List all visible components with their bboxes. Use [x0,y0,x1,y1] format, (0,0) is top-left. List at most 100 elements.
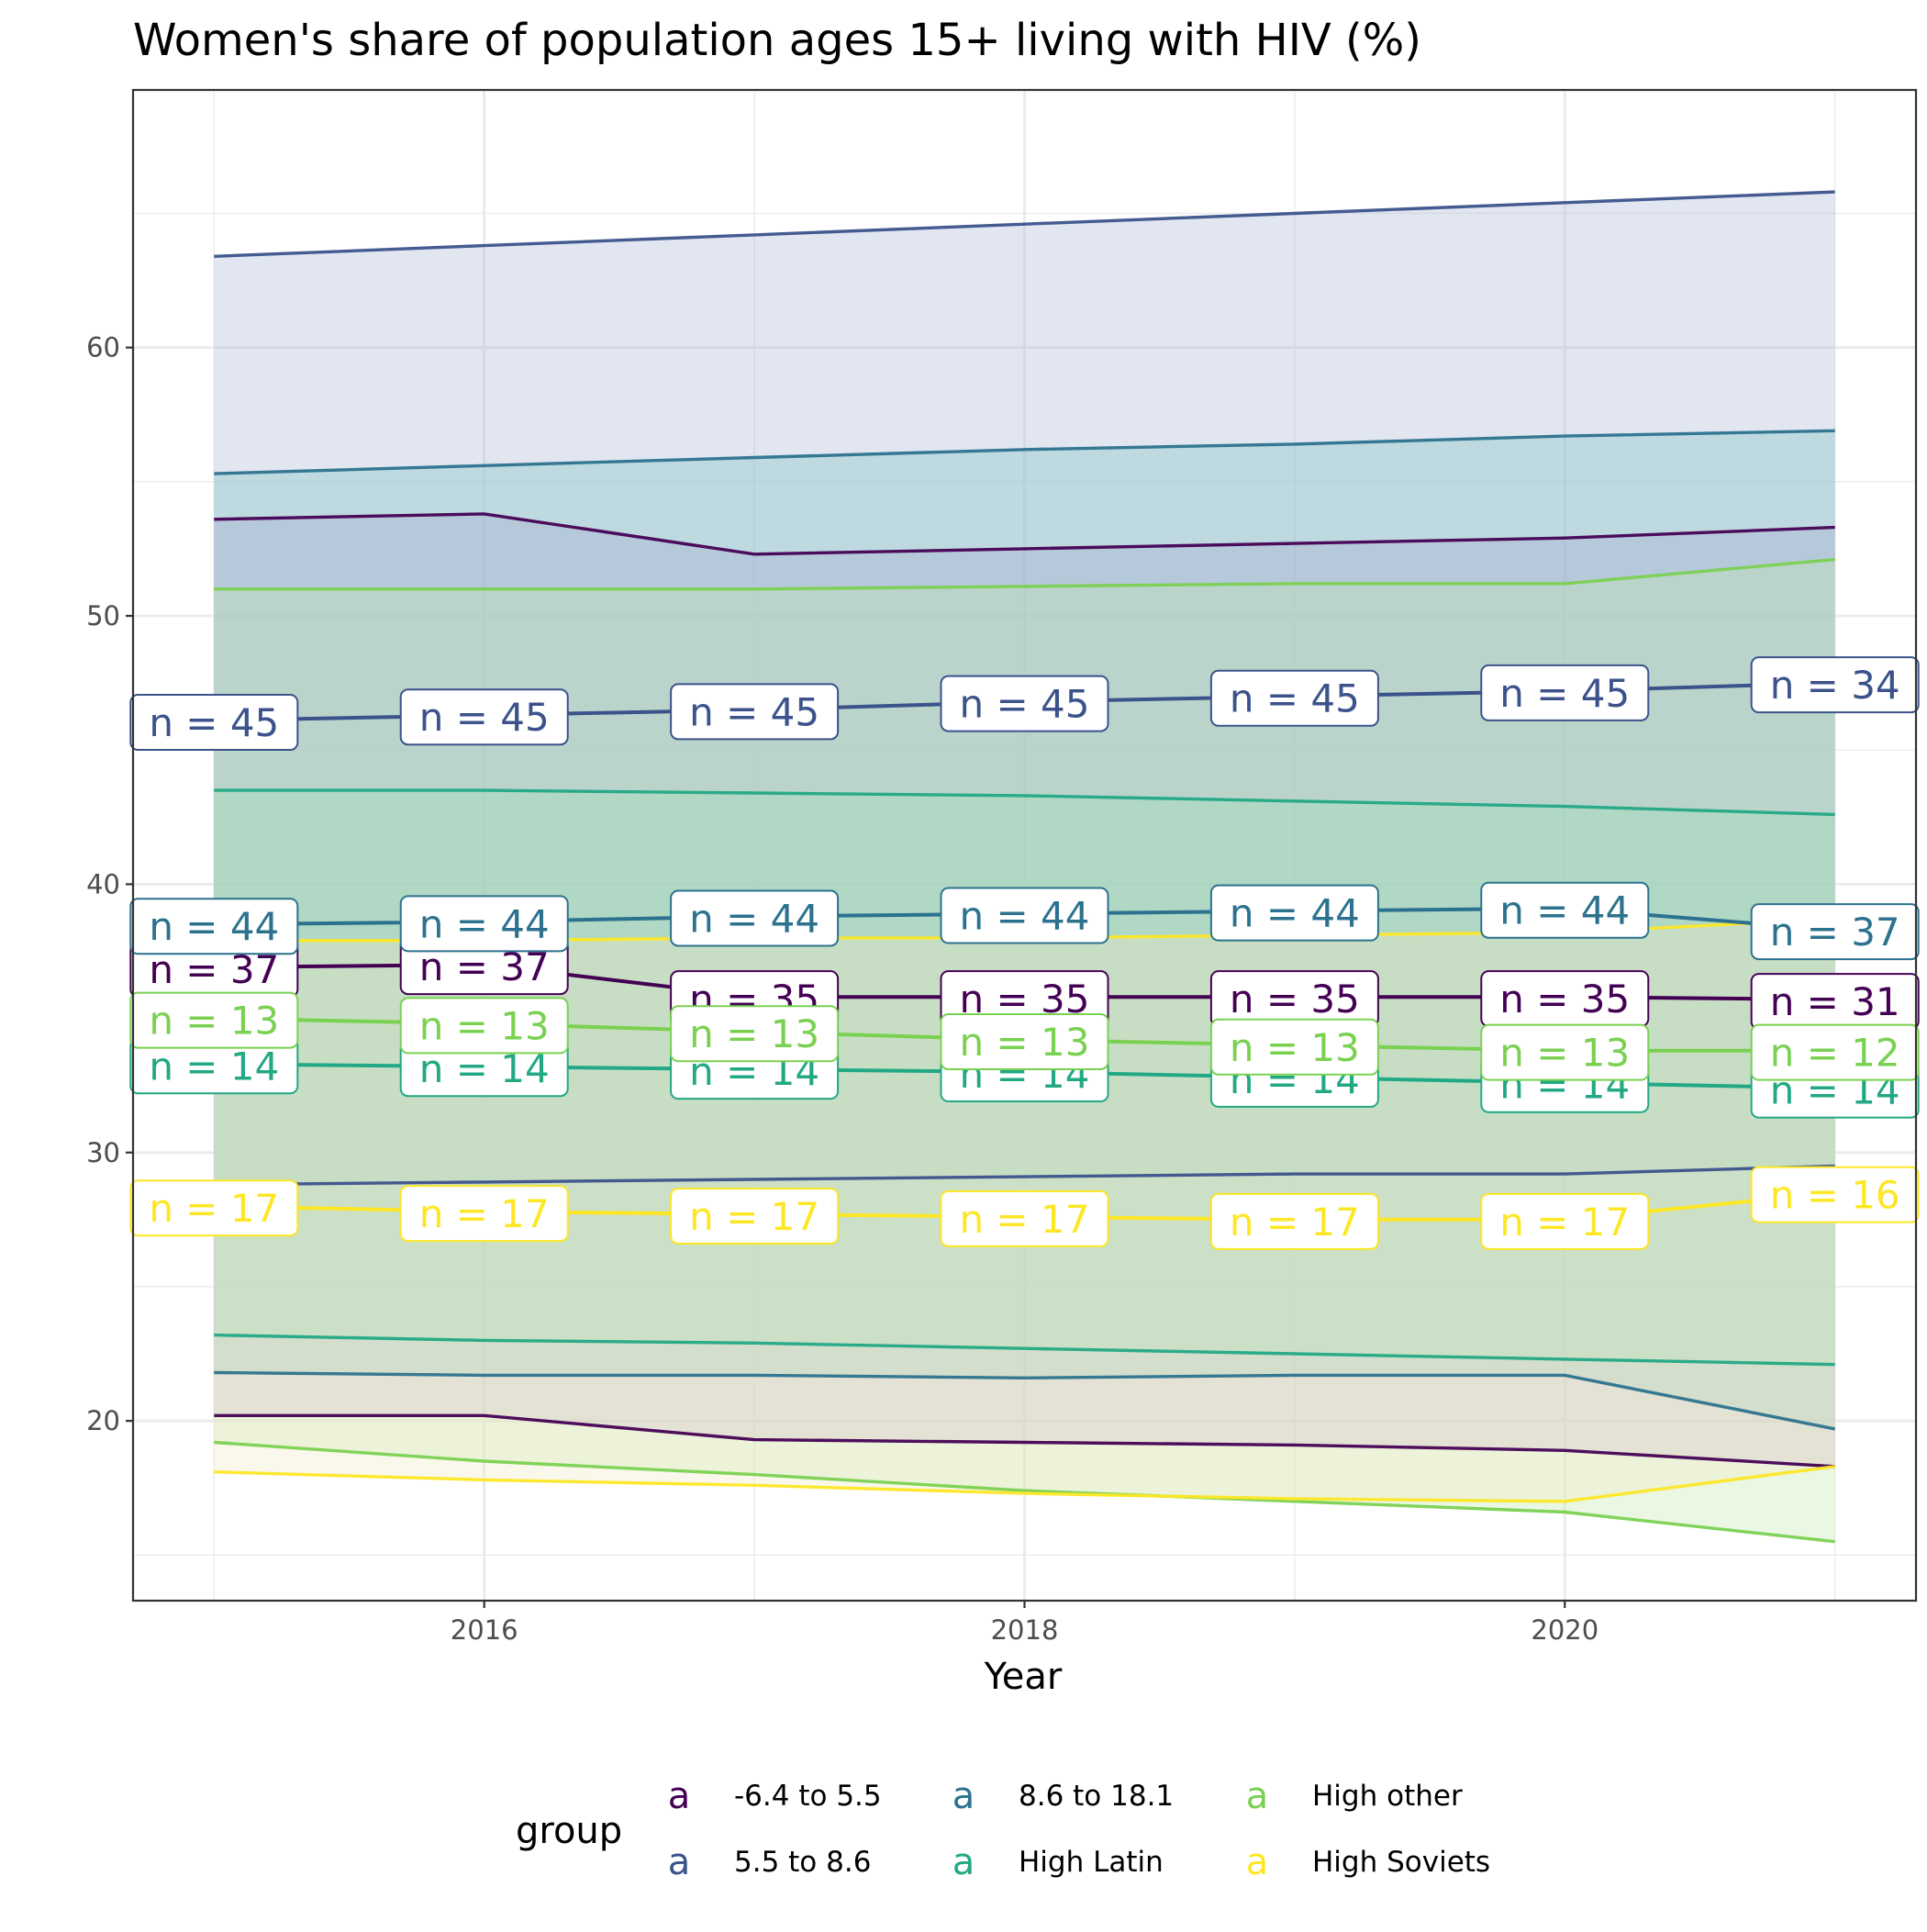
n-label-box [670,1187,840,1245]
legend-key-glyph: a [952,1775,975,1817]
n-label-box [399,895,569,953]
upper-line-5-5-to-8-6 [214,190,1835,258]
n-label-box [1480,1192,1650,1250]
y-tick-label: 60 [86,332,120,363]
x-axis-title: Year [984,1656,1063,1698]
n-label-8-6-to-18-1: n = 44 [149,904,279,949]
n-label-box [129,991,299,1049]
legend-key-glyph: a [1246,1775,1269,1817]
x-tick-label: 2018 [991,1614,1059,1646]
upper-line--6-4-to-5-5 [214,512,1835,556]
n-label-5-5-to-8-6: n = 45 [419,695,550,740]
n-label-5-5-to-8-6: n = 45 [1230,676,1360,721]
n-label--6-4-to-5-5: n = 31 [1770,979,1900,1024]
n-label-8-6-to-18-1: n = 37 [1770,910,1900,955]
legend-label: High Latin [1019,1846,1164,1879]
legend-label: 8.6 to 18.1 [1019,1780,1174,1813]
n-label-box [940,1012,1109,1070]
n-label-box [1209,1018,1379,1076]
legend-key-glyph: a [1246,1841,1269,1883]
legend-key-glyph: a [668,1775,691,1817]
n-label-high-soviets: n = 17 [419,1191,550,1236]
n-label-box [129,694,299,752]
n-label-box [399,997,569,1055]
lower-line-8-6-to-18-1 [214,1370,1836,1431]
n-label-8-6-to-18-1: n = 44 [1499,888,1630,933]
lower-line-5-5-to-8-6 [214,1164,1835,1187]
y-tick-label: 20 [86,1405,120,1436]
upper-line-high-other [214,557,1835,591]
n-label-high-other: n = 12 [1770,1031,1900,1076]
n-label-box [1480,881,1650,939]
legend-label: High Soviets [1312,1846,1490,1879]
n-label-high-other: n = 13 [1499,1031,1630,1076]
n-label-box [129,898,299,955]
legend-key-glyph: a [668,1841,691,1883]
n-label-5-5-to-8-6: n = 45 [689,689,819,734]
n-label-5-5-to-8-6: n = 45 [1499,671,1630,716]
n-label-high-soviets: n = 17 [689,1194,819,1239]
n-label-layer: n = 37 n = 37n = 35 n = 35 n = 35 n = 35 n = … [129,656,1920,1250]
n-label-box [129,1179,299,1237]
n-label-box [670,1005,840,1063]
n-label-box [940,1189,1109,1247]
n-label-box [1480,664,1650,721]
n-label-high-other: n = 13 [419,1003,550,1048]
n-label-box [1480,1023,1650,1081]
n-label-high-latin: n = 14 [149,1044,279,1089]
chart-title: Women's share of population ages 15+ liv… [133,15,1421,66]
legend-key-glyph: a [952,1841,975,1883]
axes: 20 30 40 50 60 2016 2018 2020 [86,88,1918,1646]
lower-line-high-other [214,1440,1835,1544]
n-label-high-other: n = 13 [1230,1025,1360,1070]
n-label--6-4-to-5-5: n = 35 [1499,977,1630,1022]
legend-label: -6.4 to 5.5 [734,1780,882,1813]
n-label-high-soviets: n = 16 [1770,1173,1900,1218]
x-tick-label: 2016 [451,1614,518,1646]
n-label-8-6-to-18-1: n = 44 [960,894,1090,939]
n-label-high-soviets: n = 17 [960,1197,1090,1242]
upper-line-8-6-to-18-1 [214,429,1835,475]
upper-line-high-latin [214,788,1835,817]
n-label-box [1750,903,1920,961]
n-label-high-soviets: n = 17 [1230,1200,1360,1245]
n-label-high-other: n = 13 [689,1011,819,1056]
n-label-box [1209,669,1379,727]
n-label-box [1750,1166,1920,1223]
n-label-8-6-to-18-1: n = 44 [689,896,819,941]
n-label-box [1209,884,1379,942]
x-tick-label: 2020 [1531,1614,1598,1646]
n-label-5-5-to-8-6: n = 45 [960,682,1090,727]
n-label-5-5-to-8-6: n = 34 [1770,663,1900,708]
n-label-high-other: n = 13 [149,999,279,1044]
n-label-5-5-to-8-6: n = 45 [149,700,279,745]
n-label-8-6-to-18-1: n = 44 [419,901,550,946]
n-label-8-6-to-18-1: n = 44 [1230,891,1360,936]
lower-line-high-soviets [214,1465,1835,1503]
n-label-box [1750,656,1920,714]
lower-line-high-latin [214,1333,1835,1367]
legend: group a -6.4 to 5.5 a 5.5 to 8.6 a 8.6 to 18.… [516,1775,1490,1883]
legend-title: group [516,1810,622,1852]
lower-line--6-4-to-5-5 [214,1413,1835,1469]
n-label--6-4-to-5-5: n = 35 [1230,977,1360,1022]
y-tick-label: 40 [86,868,120,899]
n-label-box [940,675,1109,732]
n-label-box [1209,1192,1379,1250]
n-label-high-soviets: n = 17 [1499,1200,1630,1245]
n-label-box [670,889,840,947]
n-label-high-other: n = 13 [960,1020,1090,1065]
n-label-high-soviets: n = 17 [149,1186,279,1231]
n-label-box [399,1185,569,1243]
n-label-box [940,887,1109,944]
legend-label: 5.5 to 8.6 [734,1846,871,1879]
n-label-box [670,683,840,741]
legend-label: High other [1312,1780,1463,1813]
y-tick-label: 30 [86,1137,120,1168]
grid-lines [133,90,1916,1601]
y-tick-label: 50 [86,600,120,631]
n-label-box [399,688,569,746]
n-label-box [1750,1023,1920,1081]
